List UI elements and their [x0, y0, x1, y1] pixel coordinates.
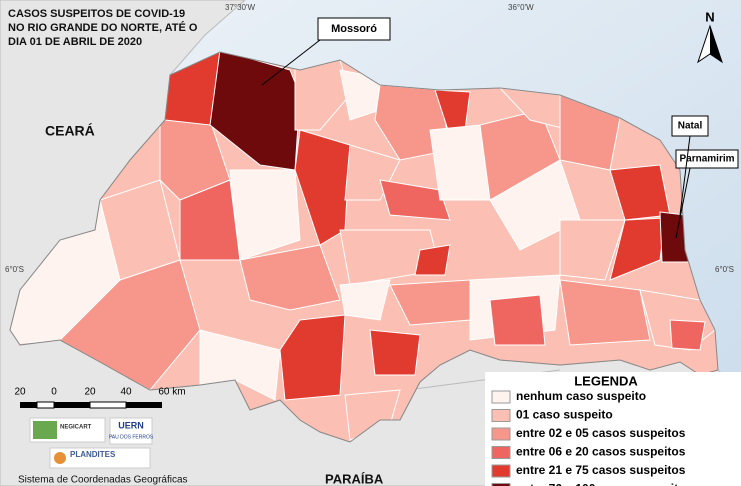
title-line: DIA 01 DE ABRIL DE 2020 — [8, 36, 142, 48]
scale-label: 60 km — [158, 387, 185, 398]
scale-label: 40 — [120, 387, 132, 398]
logo-text: PAU DOS FERROS — [109, 434, 154, 440]
north-label: N — [705, 9, 714, 24]
scale-segment — [36, 401, 55, 409]
title: CASOS SUSPEITOS DE COVID-19 NO RIO GRAND… — [8, 8, 198, 48]
logos: NEGICART UERN PAU DOS FERROS PLANDITES — [29, 417, 154, 469]
callout: Natal — [678, 121, 703, 132]
north-arrow: N — [697, 9, 723, 64]
scale-label: 0 — [51, 387, 57, 398]
legend-swatch — [491, 446, 511, 459]
coord-label: 36°0'W — [508, 3, 534, 12]
scale-segment — [20, 402, 37, 408]
title-line: NO RIO GRANDE DO NORTE, ATÉ O — [8, 21, 198, 34]
logo — [49, 447, 151, 469]
scale-bar: 20 0 20 40 60 km — [14, 387, 186, 409]
legend-label: entre 76 e 100 casos suspeitos — [516, 482, 692, 486]
callout: Mossoró — [331, 23, 377, 35]
legend-swatch — [491, 427, 511, 441]
coord-label: 6°0'S — [715, 265, 734, 274]
callout-box — [317, 17, 391, 41]
scale-label: 20 — [84, 387, 96, 398]
legend-swatch — [491, 464, 511, 478]
logo-text: NEGICART — [60, 425, 92, 431]
legend-swatch — [491, 390, 511, 404]
logo-icon — [33, 421, 57, 439]
coord-label: 6°0'S — [5, 265, 24, 274]
legend-title: LEGENDA — [574, 373, 638, 388]
scale-segment — [89, 401, 127, 409]
callout: Parnamirim — [679, 154, 734, 165]
legend-label: 01 caso suspeito — [516, 408, 613, 422]
legend-swatch — [491, 409, 511, 422]
legend-label: nenhum caso suspeito — [516, 389, 646, 403]
callout-line — [679, 135, 691, 216]
legend: LEGENDA nenhum caso suspeito 01 caso susp… — [485, 372, 741, 486]
scale-segment — [126, 402, 162, 408]
legend-label: entre 21 e 75 casos suspeitos — [516, 463, 686, 477]
title-line: CASOS SUSPEITOS DE COVID-19 — [8, 8, 185, 20]
callout-line — [675, 167, 691, 239]
coord-label: 37°30'W — [225, 3, 256, 12]
legend-box — [485, 372, 741, 486]
footer: Sistema de Coordenadas Geográficas — [18, 475, 188, 486]
region-label: CEARÁ — [45, 123, 95, 139]
callout-box — [675, 149, 739, 169]
legend-label: entre 06 e 20 casos suspeitos — [516, 445, 686, 459]
scale-segment — [54, 402, 90, 408]
scale-label: 20 — [14, 387, 26, 398]
logo-text: UERN — [118, 420, 144, 430]
north-arrow-shade — [710, 26, 722, 62]
legend-swatch — [491, 483, 511, 486]
callout-line — [261, 39, 321, 86]
region-label: PARAÍBA — [325, 471, 384, 486]
logo — [109, 417, 153, 445]
logo-text: PLANDITES — [70, 450, 116, 459]
logo-icon — [54, 452, 66, 464]
legend-label: entre 02 e 05 casos suspeitos — [516, 426, 686, 440]
